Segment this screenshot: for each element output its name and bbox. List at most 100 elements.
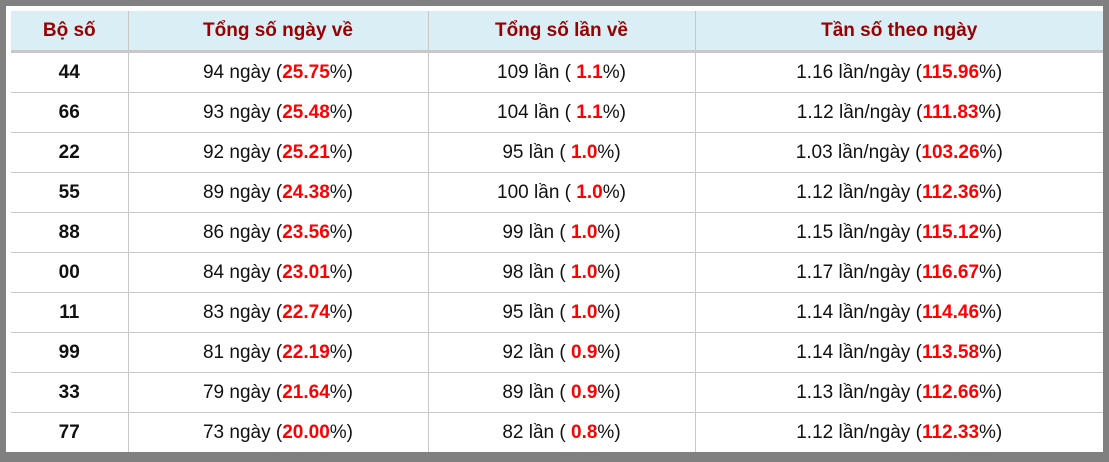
bo-so-cell: 44 <box>11 51 129 93</box>
ngay-percent: 22.74 <box>282 301 330 323</box>
ngay-percent: 23.01 <box>282 261 330 283</box>
bo-so-cell: 00 <box>11 252 129 293</box>
bo-so-cell: 88 <box>11 212 129 253</box>
tan-so-value: 1.12 <box>796 421 834 443</box>
header-row: Bộ số Tổng số ngày về Tổng số lần về Tần… <box>11 11 1103 53</box>
ngay-count: 83 <box>202 301 225 323</box>
unit: lần ( <box>523 421 571 443</box>
ngay-count: 81 <box>202 341 225 363</box>
tan-so-percent: 116.67 <box>921 261 980 283</box>
unit: %) <box>329 261 353 283</box>
lan-percent: 1.1 <box>576 61 603 83</box>
header-tong-so-ngay: Tổng số ngày về <box>128 11 429 53</box>
unit: lần/ngày ( <box>833 381 922 403</box>
unit: %) <box>597 141 621 163</box>
tong-ngay-cell: 93 ngày (25.48%) <box>128 92 429 133</box>
ngay-percent: 25.48 <box>282 101 330 123</box>
unit: ngày ( <box>224 261 283 283</box>
unit: lần/ngày ( <box>832 141 922 163</box>
unit: %) <box>602 101 626 123</box>
unit: lần/ngày ( <box>833 61 922 83</box>
unit: %) <box>329 301 353 323</box>
unit: %) <box>329 101 353 123</box>
unit: ngày ( <box>224 341 283 363</box>
unit: lần ( <box>528 61 577 83</box>
bo-so-cell: 77 <box>11 412 129 452</box>
tan-so-value: 1.14 <box>796 301 834 323</box>
unit: lần ( <box>528 101 577 123</box>
tan-so-percent: 115.96 <box>921 61 980 83</box>
tong-lan-cell: 95 lần ( 1.0%) <box>428 292 696 333</box>
lan-count: 89 <box>502 381 524 403</box>
unit: %) <box>978 101 1002 123</box>
unit: lần/ngày ( <box>833 341 922 363</box>
tan-so-value: 1.15 <box>796 221 834 243</box>
lan-percent: 1.0 <box>571 261 598 283</box>
table-row: 66 93 ngày (25.48%) 104 lần ( 1.1%) 1.12 lầ… <box>11 92 1103 133</box>
lan-percent: 0.9 <box>571 341 598 363</box>
ngay-count: 79 <box>202 381 225 403</box>
tong-ngay-cell: 81 ngày (22.19%) <box>128 332 429 373</box>
lan-count: 98 <box>502 261 524 283</box>
unit: %) <box>329 341 353 363</box>
unit: %) <box>329 221 353 243</box>
bo-so-cell: 33 <box>11 372 129 413</box>
unit: lần ( <box>523 301 571 323</box>
lan-count: 82 <box>502 421 524 443</box>
ngay-percent: 25.21 <box>282 141 330 163</box>
bo-so-cell: 99 <box>11 332 129 373</box>
unit: %) <box>597 221 621 243</box>
unit: %) <box>329 381 353 403</box>
ngay-percent: 22.19 <box>282 341 330 363</box>
tan-so-percent: 112.33 <box>921 421 980 443</box>
tong-ngay-cell: 73 ngày (20.00%) <box>128 412 429 452</box>
table-row: 77 73 ngày (20.00%) 82 lần ( 0.8%) 1.12 lần… <box>11 412 1103 452</box>
lan-count: 95 <box>502 141 524 163</box>
tong-ngay-cell: 79 ngày (21.64%) <box>128 372 429 413</box>
table-row: 22 92 ngày (25.21%) 95 lần ( 1.0%) 1.03 lần… <box>11 132 1103 173</box>
tong-lan-cell: 104 lần ( 1.1%) <box>428 92 696 133</box>
lan-percent: 1.0 <box>571 141 598 163</box>
tan-so-cell: 1.03 lần/ngày (103.26%) <box>695 132 1103 173</box>
lan-percent: 0.8 <box>571 421 598 443</box>
unit: %) <box>597 261 621 283</box>
unit: %) <box>979 141 1003 163</box>
ngay-count: 89 <box>202 181 225 203</box>
unit: ngày ( <box>224 221 283 243</box>
unit: ngày ( <box>224 61 283 83</box>
ngay-count: 73 <box>202 421 225 443</box>
tan-so-percent: 113.58 <box>921 341 980 363</box>
unit: lần ( <box>528 181 577 203</box>
header-tan-so: Tần số theo ngày <box>695 11 1103 53</box>
tong-lan-cell: 98 lần ( 1.0%) <box>428 252 696 293</box>
bo-so-cell: 22 <box>11 132 129 173</box>
unit: %) <box>602 181 626 203</box>
unit: %) <box>979 61 1003 83</box>
unit: lần/ngày ( <box>833 101 923 123</box>
unit: ngày ( <box>224 301 283 323</box>
header-tong-so-lan: Tổng số lần về <box>428 11 696 53</box>
tan-so-cell: 1.14 lần/ngày (114.46%) <box>695 292 1103 333</box>
lan-percent: 0.9 <box>571 381 598 403</box>
lan-percent: 1.1 <box>576 101 603 123</box>
tong-lan-cell: 100 lần ( 1.0%) <box>428 172 696 213</box>
unit: lần ( <box>523 261 571 283</box>
table-row: 11 83 ngày (22.74%) 95 lần ( 1.0%) 1.14 lần… <box>11 292 1103 333</box>
unit: %) <box>979 341 1003 363</box>
tan-so-value: 1.13 <box>796 381 834 403</box>
ngay-percent: 20.00 <box>282 421 330 443</box>
unit: %) <box>329 181 353 203</box>
tong-lan-cell: 92 lần ( 0.9%) <box>428 332 696 373</box>
ngay-count: 94 <box>202 61 225 83</box>
lan-count: 99 <box>502 221 524 243</box>
unit: %) <box>597 341 621 363</box>
tong-lan-cell: 89 lần ( 0.9%) <box>428 372 696 413</box>
unit: %) <box>979 181 1003 203</box>
unit: lần ( <box>523 141 571 163</box>
unit: %) <box>329 141 353 163</box>
tong-ngay-cell: 86 ngày (23.56%) <box>128 212 429 253</box>
tan-so-value: 1.17 <box>796 261 834 283</box>
lan-count: 100 <box>497 181 529 203</box>
tan-so-percent: 103.26 <box>921 141 980 163</box>
unit: %) <box>979 301 1003 323</box>
